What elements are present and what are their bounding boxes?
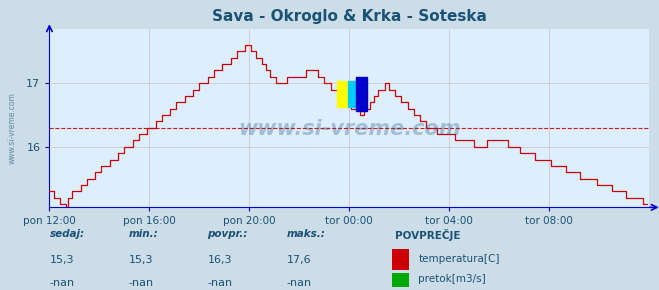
Text: 15,3: 15,3 (49, 255, 74, 265)
Bar (355, 77, 367, 110)
Text: 17,6: 17,6 (287, 255, 311, 265)
Text: sedaj:: sedaj: (49, 229, 84, 239)
Text: 16,3: 16,3 (208, 255, 232, 265)
Bar (337, 81, 348, 107)
Title: Sava - Okroglo & Krka - Soteska: Sava - Okroglo & Krka - Soteska (212, 9, 487, 24)
Text: 15,3: 15,3 (129, 255, 153, 265)
Text: POVPREČJE: POVPREČJE (395, 229, 461, 241)
Text: -nan: -nan (49, 278, 74, 288)
Text: www.si-vreme.com: www.si-vreme.com (8, 92, 17, 164)
Text: pretok[m3/s]: pretok[m3/s] (418, 274, 486, 284)
Text: -nan: -nan (287, 278, 312, 288)
Text: temperatura[C]: temperatura[C] (418, 254, 500, 264)
Text: www.si-vreme.com: www.si-vreme.com (238, 119, 461, 139)
Text: -nan: -nan (208, 278, 233, 288)
Text: -nan: -nan (129, 278, 154, 288)
Text: min.:: min.: (129, 229, 158, 239)
Bar (348, 81, 358, 107)
Text: maks.:: maks.: (287, 229, 326, 239)
Text: povpr.:: povpr.: (208, 229, 248, 239)
